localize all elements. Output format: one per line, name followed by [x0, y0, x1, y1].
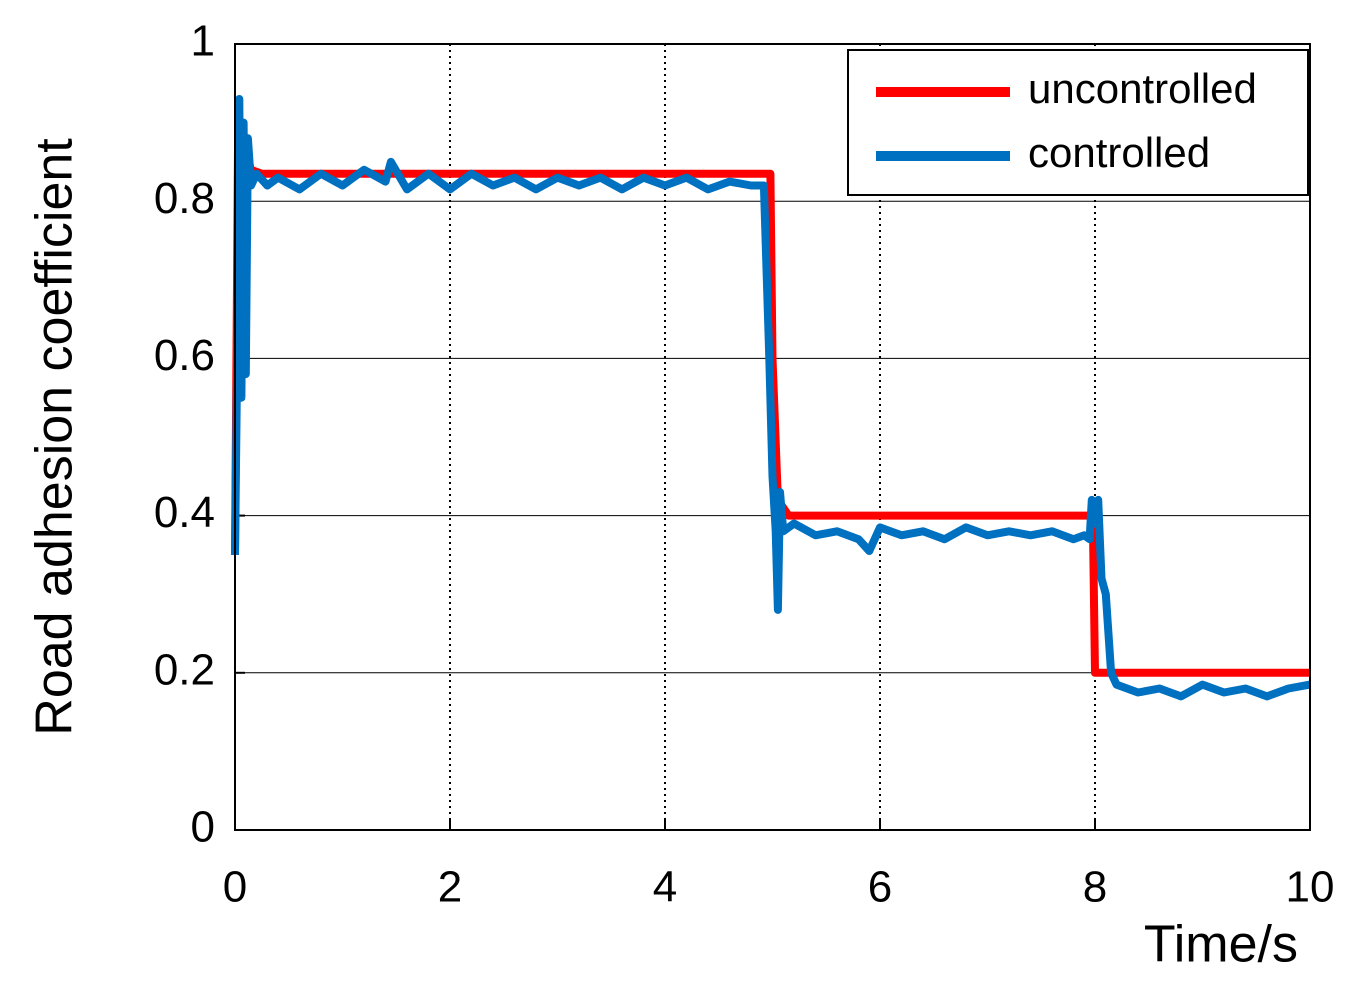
y-tick-label: 0.2: [154, 645, 215, 694]
y-axis-label: Road adhesion coefficient: [26, 138, 84, 736]
y-tick-label: 0.4: [154, 488, 215, 537]
x-tick-label: 8: [1083, 863, 1107, 912]
x-tick-label: 4: [653, 863, 677, 912]
x-tick-label: 10: [1286, 863, 1335, 912]
legend-label: uncontrolled: [1028, 65, 1257, 112]
legend-box: [847, 49, 1309, 196]
data-line: [231, 95, 1311, 701]
x-axis-label: Time/s: [1144, 916, 1298, 974]
x-tick-label: 0: [223, 863, 247, 912]
y-tick-label: 0.8: [154, 174, 215, 223]
y-tick-label: 0: [191, 803, 215, 852]
x-tick-label: 2: [438, 863, 462, 912]
axes-frame: [234, 43, 1311, 831]
y-tick-label: 1: [191, 17, 215, 66]
legend-label: controlled: [1028, 129, 1210, 176]
y-tick-label: 0.6: [154, 331, 215, 380]
x-tick-label: 6: [868, 863, 892, 912]
